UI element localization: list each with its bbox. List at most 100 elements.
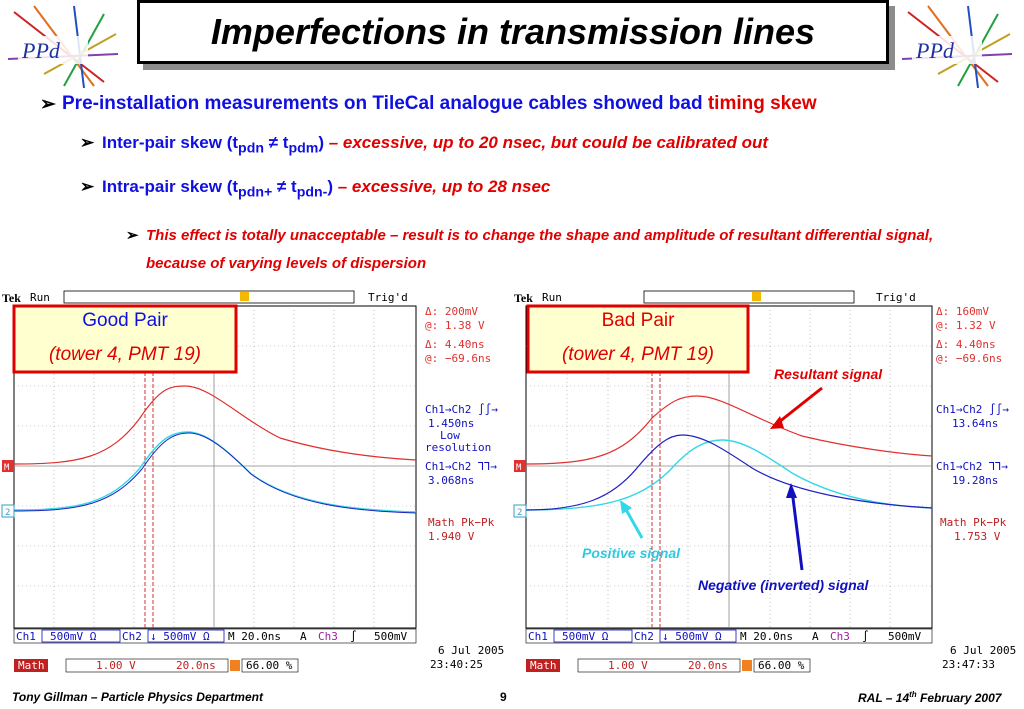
trigger-marker-icon <box>240 292 249 301</box>
svg-text:Ch1: Ch1 <box>528 630 548 643</box>
trigger-marker-icon <box>752 292 761 301</box>
svg-text:(tower 4, PMT 19): (tower 4, PMT 19) <box>49 344 201 365</box>
bullet-2-sub-2: pdm <box>288 140 319 157</box>
negative-trace <box>525 434 933 511</box>
svg-text:@: −69.6ns: @: −69.6ns <box>936 352 1002 365</box>
bullet-3-sub-1: pdn+ <box>238 184 273 201</box>
svg-text:M: M <box>4 463 10 473</box>
footer-date-sup: th <box>909 690 917 699</box>
svg-text:1.450ns: 1.450ns <box>428 417 474 430</box>
svg-text:Δ: 4.40ns: Δ: 4.40ns <box>936 338 996 351</box>
oscilloscope-good-pair: Tek Run Trig'd M 2 Good Pair (tower 4, P <box>1 290 504 673</box>
bad-pair-label: Bad Pair (tower 4, PMT 19) <box>526 304 750 374</box>
svg-text:500mV: 500mV <box>888 630 921 643</box>
svg-text:2: 2 <box>517 508 522 518</box>
svg-text:@: 1.32 V: @: 1.32 V <box>936 319 996 332</box>
svg-text:6 Jul 2005: 6 Jul 2005 <box>438 644 504 657</box>
bullet-3-text-a: Intra-pair skew (t <box>102 177 239 196</box>
svg-text:∫: ∫ <box>862 630 869 643</box>
bullet-3-highlight: – excessive, up to 28 nsec <box>337 177 551 196</box>
svg-text:19.28ns: 19.28ns <box>952 474 998 487</box>
svg-text:500mV: 500mV <box>374 630 407 643</box>
svg-text:500mV Ω: 500mV Ω <box>50 630 97 643</box>
svg-text:23:47:33: 23:47:33 <box>942 658 995 671</box>
svg-text:M 20.0ns: M 20.0ns <box>740 630 793 643</box>
bullet-2-highlight: – excessive, up to 20 nsec, but could be… <box>328 133 769 152</box>
bullet-2-text-c: ) <box>318 133 329 152</box>
readouts: Δ: 160mV @: 1.32 V Δ: 4.40ns @: −69.6ns … <box>936 305 1009 543</box>
negative-signal-label: Negative (inverted) signal <box>698 577 869 593</box>
svg-text:Ch2: Ch2 <box>634 630 654 643</box>
svg-text:resolution: resolution <box>425 441 491 454</box>
svg-text:@: −69.6ns: @: −69.6ns <box>425 352 491 365</box>
footer-author: Tony Gillman – Particle Physics Departme… <box>12 690 263 704</box>
tek-brand: Tek <box>514 291 533 305</box>
run-status: Run <box>30 291 50 304</box>
annotations: Resultant signal Positive signal Negativ… <box>582 366 883 593</box>
svg-text:Ch1→Ch2 ⅂⅂→: Ch1→Ch2 ⅂⅂→ <box>425 460 497 473</box>
svg-text:2: 2 <box>5 508 10 518</box>
channel-settings-bar: Ch1 500mV Ω Ch2 ↓ 500mV Ω M 20.0ns A Ch3… <box>13 628 417 644</box>
tek-brand: Tek <box>2 291 21 305</box>
svg-text:Bad Pair: Bad Pair <box>602 310 676 331</box>
svg-text:23:40:25: 23:40:25 <box>430 658 483 671</box>
bullet-2-sub-1: pdn <box>238 140 264 157</box>
svg-text:(tower 4, PMT 19): (tower 4, PMT 19) <box>562 344 714 365</box>
svg-text:M: M <box>516 463 522 473</box>
svg-text:66.00 %: 66.00 % <box>758 659 805 672</box>
bullet-1: ➢ Pre-installation measurements on TileC… <box>40 93 817 115</box>
svg-text:Math: Math <box>18 659 45 672</box>
math-settings-bar: Math 1.00 V 20.0ns 66.00 % 6 Jul 2005 23… <box>14 644 504 673</box>
svg-text:13.64ns: 13.64ns <box>952 417 998 430</box>
svg-text:66.00 %: 66.00 % <box>246 659 293 672</box>
svg-text:A: A <box>300 630 307 643</box>
bullet-4: ➢ This effect is totally unacceptable – … <box>126 222 966 278</box>
svg-text:∫: ∫ <box>350 630 357 643</box>
positive-arrow <box>622 505 644 539</box>
svg-text:Low: Low <box>440 429 460 442</box>
bullet-arrow-icon: ➢ <box>80 133 95 152</box>
bullet-2-text-b: ≠ t <box>264 133 289 152</box>
svg-text:↓ 500mV Ω: ↓ 500mV Ω <box>662 630 722 643</box>
channel-settings-bar: Ch1 500mV Ω Ch2 ↓ 500mV Ω M 20.0ns A Ch3… <box>525 628 933 644</box>
svg-text:@: 1.38 V: @: 1.38 V <box>425 319 485 332</box>
ppd-logo-right: PPd <box>901 5 1013 89</box>
svg-text:20.0ns: 20.0ns <box>176 659 216 672</box>
bullet-arrow-icon: ➢ <box>126 227 139 244</box>
svg-text:Math Pk−Pk: Math Pk−Pk <box>940 516 1007 529</box>
svg-text:Good Pair: Good Pair <box>82 310 168 331</box>
svg-text:↓ 500mV Ω: ↓ 500mV Ω <box>150 630 210 643</box>
svg-text:20.0ns: 20.0ns <box>688 659 728 672</box>
svg-text:M 20.0ns: M 20.0ns <box>228 630 281 643</box>
svg-text:Δ: 4.40ns: Δ: 4.40ns <box>425 338 485 351</box>
svg-text:500mV Ω: 500mV Ω <box>562 630 609 643</box>
svg-text:Δ: 200mV: Δ: 200mV <box>425 305 478 318</box>
svg-text:Ch3: Ch3 <box>318 630 338 643</box>
slide-title: Imperfections in transmission lines <box>210 11 816 52</box>
svg-text:1.940 V: 1.940 V <box>428 530 475 543</box>
svg-text:Ch3: Ch3 <box>830 630 850 643</box>
svg-text:1.00 V: 1.00 V <box>96 659 136 672</box>
resultant-signal-label: Resultant signal <box>774 366 883 382</box>
math-marker-icon <box>514 460 526 472</box>
readouts: Δ: 200mV @: 1.38 V Δ: 4.40ns @: −69.6ns … <box>425 305 498 543</box>
negative-trace <box>13 432 417 514</box>
svg-text:Δ: 160mV: Δ: 160mV <box>936 305 989 318</box>
svg-text:1.00 V: 1.00 V <box>608 659 648 672</box>
bullet-arrow-icon: ➢ <box>40 94 56 115</box>
bullet-1-text: Pre-installation measurements on TileCal… <box>62 93 708 114</box>
positive-trace <box>13 431 417 513</box>
run-status: Run <box>542 291 562 304</box>
bullet-2-text-a: Inter-pair skew (t <box>102 133 239 152</box>
bullet-2: ➢ Inter-pair skew (tpdn ≠ tpdm) – excess… <box>80 133 769 157</box>
bullet-3-text-c: ) <box>327 177 338 196</box>
bullet-1-highlight: timing skew <box>707 93 817 114</box>
svg-text:6 Jul 2005: 6 Jul 2005 <box>950 644 1016 657</box>
svg-text:Math: Math <box>530 659 557 672</box>
bullet-3: ➢ Intra-pair skew (tpdn+ ≠ tpdn-) – exce… <box>80 177 551 201</box>
svg-text:Ch1→Ch2 ∫∫→: Ch1→Ch2 ∫∫→ <box>936 403 1009 416</box>
resultant-trace <box>525 395 933 465</box>
resultant-trace <box>13 385 417 465</box>
svg-text:PPd: PPd <box>915 38 955 63</box>
svg-text:A: A <box>812 630 819 643</box>
